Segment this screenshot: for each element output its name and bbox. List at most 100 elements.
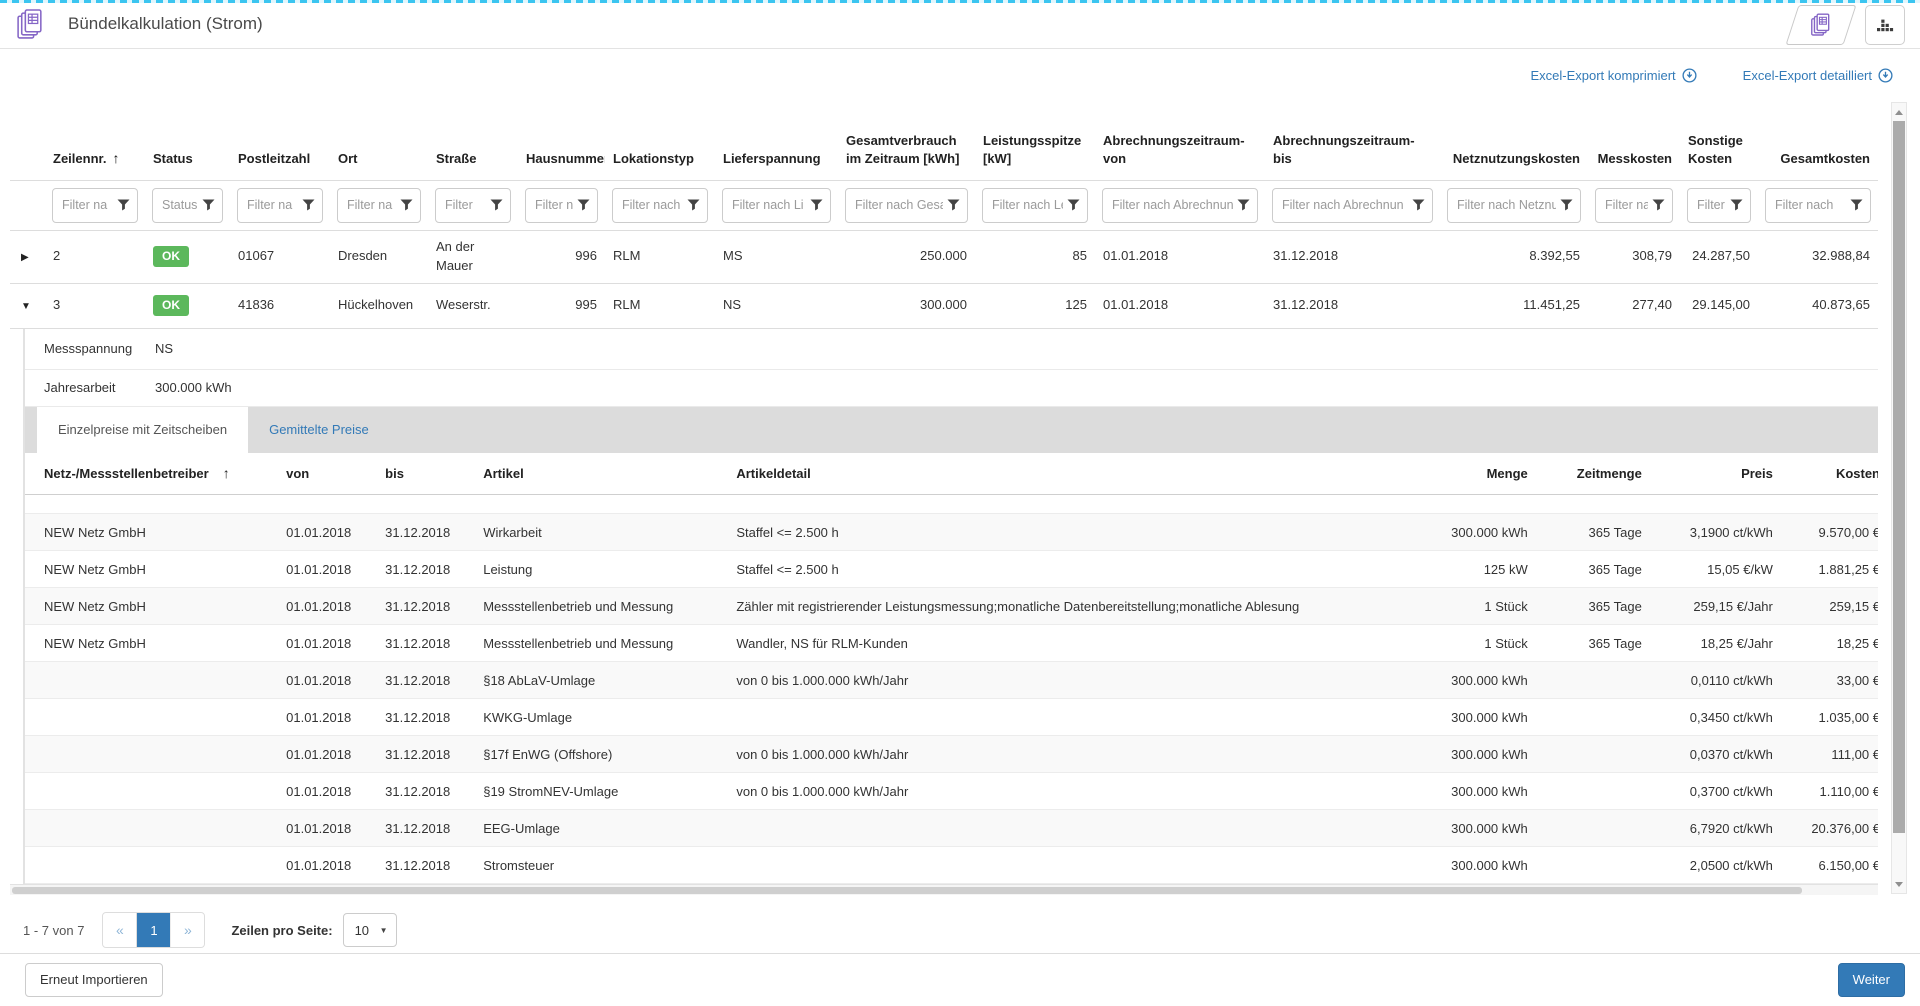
detail-cell-artikel: EEG-Umlage [475, 810, 728, 847]
filter-box [237, 188, 323, 223]
detail-row: NEW Netz GmbH01.01.201831.12.2018Leistun… [25, 551, 1878, 588]
filter-funnel-icon[interactable] [1850, 199, 1863, 211]
column-header-sonstige-kosten[interactable]: Sonstige Kosten [1680, 102, 1758, 180]
reimport-button[interactable]: Erneut Importieren [25, 963, 163, 997]
detail-column-header-von[interactable]: von [278, 453, 377, 495]
column-label: Lieferspannung [723, 150, 821, 168]
filter-cell-abrechnungszeitraum-bis [1265, 180, 1440, 230]
column-header-leistungsspitze-kw[interactable]: Leistungsspitze [kW] [975, 102, 1095, 180]
column-header-lieferspannung[interactable]: Lieferspannung [715, 102, 838, 180]
detail-cell-bis: 31.12.2018 [377, 736, 475, 773]
cell-abrechnung-bis: 31.12.2018 [1265, 230, 1440, 283]
filter-cell-abrechnungszeitraum-von [1095, 180, 1265, 230]
next-page-button[interactable]: » [170, 913, 204, 947]
filter-input-abrechnungszeitraum-von[interactable] [1103, 189, 1257, 222]
detail-column-header-artikel[interactable]: Artikel [475, 453, 728, 495]
filter-funnel-icon[interactable] [1652, 199, 1665, 211]
detail-cell-bis: 31.12.2018 [377, 662, 475, 699]
column-header-netznutzungskosten[interactable]: Netznutzungskosten [1440, 102, 1588, 180]
current-page-button[interactable]: 1 [136, 913, 170, 947]
cell-abrechnung-bis: 31.12.2018 [1265, 283, 1440, 328]
sort-asc-icon: ↑ [223, 465, 230, 481]
scroll-up-icon[interactable] [1892, 104, 1906, 120]
column-header-status[interactable]: Status [145, 102, 230, 180]
column-header-gesamtverbrauch-im-zeitraum-kwh[interactable]: Gesamtverbrauch im Zeitraum [kWh] [838, 102, 975, 180]
view-toggle-histogram-button[interactable] [1865, 5, 1905, 45]
filter-box [1765, 188, 1871, 223]
scrollbar-thumb[interactable] [12, 887, 1802, 894]
excel-export-detailed-link[interactable]: Excel-Export detailliert [1743, 68, 1893, 83]
rows-per-page-select[interactable]: 10 ▼ [343, 913, 397, 947]
column-label: Straße [436, 150, 476, 168]
filter-funnel-icon[interactable] [1067, 199, 1080, 211]
detail-column-header-netz-messstellenbetreiber[interactable]: Netz-/Messstellenbetreiber↑ [25, 453, 278, 495]
tab-einzelpreise-mit-zeitscheiben[interactable]: Einzelpreise mit Zeitscheiben [37, 407, 248, 453]
filter-funnel-icon[interactable] [302, 199, 315, 211]
filter-funnel-icon[interactable] [687, 199, 700, 211]
weiter-button[interactable]: Weiter [1838, 963, 1905, 997]
prev-page-button[interactable]: « [103, 913, 136, 947]
column-header-gesamtkosten[interactable]: Gesamtkosten [1758, 102, 1878, 180]
column-header-postleitzahl[interactable]: Postleitzahl [230, 102, 330, 180]
filter-funnel-icon[interactable] [1237, 199, 1250, 211]
page-range-text: 1 - 7 von 7 [23, 923, 84, 938]
expand-icon[interactable]: ▶ [21, 252, 29, 263]
collapse-icon[interactable]: ▼ [21, 301, 31, 312]
column-header-strasse[interactable]: Straße [428, 102, 518, 180]
column-header-zeilennr[interactable]: Zeilennr.↑ [45, 102, 145, 180]
column-label: Abrechnungszeitraum-von [1103, 132, 1257, 167]
topbar: Bündelkalkulation (Strom) [0, 0, 1920, 49]
scrollbar-thumb[interactable] [1893, 121, 1905, 833]
filter-funnel-icon[interactable] [577, 199, 590, 211]
detail-cell-kosten: 111,00 € [1781, 736, 1878, 773]
scroll-down-icon[interactable] [1892, 876, 1906, 892]
detail-cell-preis: 3,1900 ct/kWh [1650, 514, 1781, 551]
view-toggle-sheets-button[interactable] [1786, 5, 1857, 45]
detail-cell-kosten: 6.150,00 € [1781, 847, 1878, 884]
tab-gemittelte-preise[interactable]: Gemittelte Preise [248, 407, 390, 453]
detail-table: Netz-/Messstellenbetreiber↑vonbisArtikel… [25, 453, 1878, 885]
detail-cell-von: 01.01.2018 [278, 514, 377, 551]
filter-funnel-icon[interactable] [810, 199, 823, 211]
filter-funnel-icon[interactable] [117, 199, 130, 211]
detail-column-header-artikeldetail[interactable]: Artikeldetail [728, 453, 1407, 495]
filter-cell-sonstige-kosten [1680, 180, 1758, 230]
filter-cell-gesamtkosten [1758, 180, 1878, 230]
detail-cell-von: 01.01.2018 [278, 625, 377, 662]
detail-column-header-kosten[interactable]: Kosten [1781, 453, 1878, 495]
filter-cell-strasse [428, 180, 518, 230]
column-label: Hausnummer [526, 150, 605, 168]
column-header-ort[interactable]: Ort [330, 102, 428, 180]
detail-cell-von: 01.01.2018 [278, 736, 377, 773]
vertical-scrollbar[interactable] [1891, 102, 1907, 894]
column-header-lokationstyp[interactable]: Lokationstyp [605, 102, 715, 180]
column-header-messkosten[interactable]: Messkosten [1588, 102, 1680, 180]
column-header-hausnummer[interactable]: Hausnummer [518, 102, 605, 180]
detail-column-header-menge[interactable]: Menge [1408, 453, 1536, 495]
detail-column-header-bis[interactable]: bis [377, 453, 475, 495]
detail-cell-von: 01.01.2018 [278, 810, 377, 847]
filter-funnel-icon[interactable] [202, 199, 215, 211]
column-header-abrechnungszeitraum-bis[interactable]: Abrechnungszeitraum-bis [1265, 102, 1440, 180]
detail-column-header-zeitmenge[interactable]: Zeitmenge [1536, 453, 1650, 495]
excel-export-compressed-link[interactable]: Excel-Export komprimiert [1530, 68, 1696, 83]
filter-input-abrechnungszeitraum-bis[interactable] [1273, 189, 1432, 222]
pagination-bar: 1 - 7 von 7 « 1 » Zeilen pro Seite: 10 ▼ [0, 895, 1920, 953]
filter-cell-zeilennr [45, 180, 145, 230]
detail-cell-preis: 0,3450 ct/kWh [1650, 699, 1781, 736]
column-header-abrechnungszeitraum-von[interactable]: Abrechnungszeitraum-von [1095, 102, 1265, 180]
expander-cell: ▼ [10, 283, 45, 328]
filter-funnel-icon[interactable] [490, 199, 503, 211]
detail-cell-artikel: Wirkarbeit [475, 514, 728, 551]
filter-funnel-icon[interactable] [947, 199, 960, 211]
horizontal-scrollbar[interactable] [10, 884, 1878, 895]
detail-row: 01.01.201831.12.2018Stromsteuer300.000 k… [25, 847, 1878, 884]
filter-funnel-icon[interactable] [1412, 199, 1425, 211]
detail-row: 01.01.201831.12.2018KWKG-Umlage300.000 k… [25, 699, 1878, 736]
detail-column-header-preis[interactable]: Preis [1650, 453, 1781, 495]
filter-funnel-icon[interactable] [1730, 199, 1743, 211]
detail-cell-menge: 300.000 kWh [1408, 736, 1536, 773]
filter-funnel-icon[interactable] [1560, 199, 1573, 211]
filter-funnel-icon[interactable] [400, 199, 413, 211]
excel-export-compressed-label: Excel-Export komprimiert [1530, 68, 1675, 83]
